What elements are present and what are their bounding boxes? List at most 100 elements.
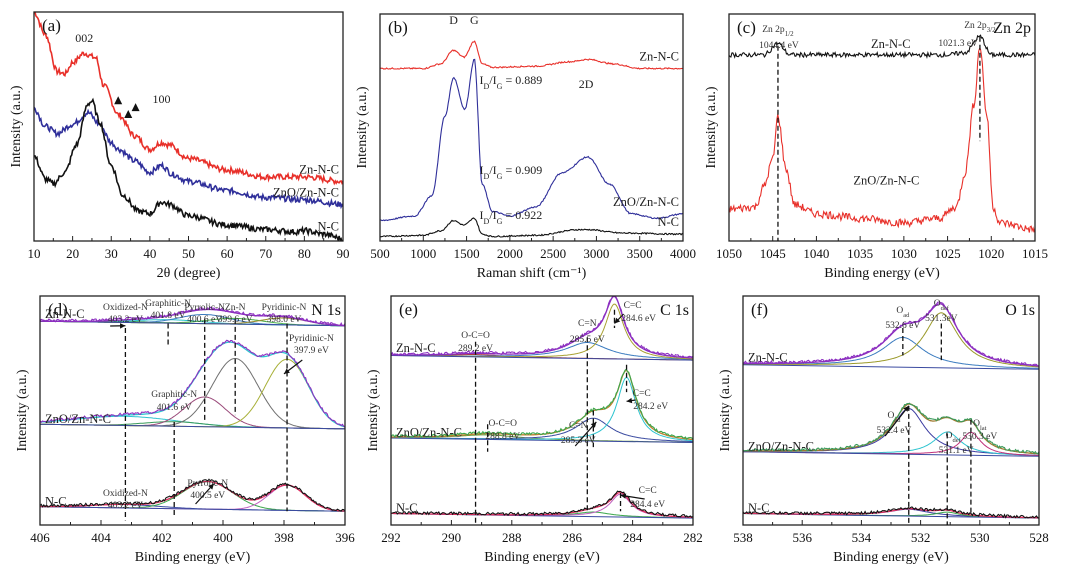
peak-energy-label: 403.2 eV	[108, 315, 143, 325]
ratio-label: ID/IG = 0.922	[480, 208, 543, 226]
arrow-head	[120, 323, 126, 329]
peak-energy-label: 288.8 eV	[485, 432, 520, 442]
x-tick-label: 60	[221, 246, 234, 261]
peak-label: Olat	[973, 419, 987, 432]
arrow-head	[903, 405, 909, 412]
x-tick-label: 1500	[454, 246, 480, 261]
peak-energy-label: 532.4 eV	[877, 426, 912, 436]
plot-area-a	[34, 12, 343, 241]
peak-label: D	[449, 13, 458, 27]
series-label: ZnO/Zn-N-C	[45, 412, 111, 426]
x-tick-label: 528	[1029, 530, 1049, 545]
x-axis-title: Binding energy (eV)	[135, 550, 251, 565]
arrow-head	[620, 493, 627, 499]
peak-label: G	[470, 13, 479, 27]
series-label: Zn-N-C	[871, 37, 911, 51]
x-tick-label: 50	[182, 246, 195, 261]
panel-label: (b)	[388, 18, 408, 37]
series-line-zn-n-c	[729, 34, 1035, 60]
series-label: ZnO/Zn-N-C	[396, 426, 462, 440]
x-tick-label: 1030	[891, 246, 917, 261]
peak-label: C=N	[569, 421, 588, 431]
plot-frame	[33, 11, 344, 242]
panel-label: (f)	[751, 300, 768, 319]
x-axis-title: Binding energy (eV)	[824, 266, 940, 281]
arrow-head	[208, 483, 214, 490]
peak-energy-label: 397.9 eV	[294, 346, 329, 356]
peak-label: Pyridinic-N	[289, 334, 334, 344]
peak-label: Odef	[934, 299, 950, 312]
x-tick-label: 536	[792, 530, 812, 545]
peak-label: Graphitic-N	[151, 390, 197, 400]
peak-label: Pyrrolic-N	[187, 479, 228, 489]
arrow-head	[626, 397, 633, 404]
peak-label: 002	[75, 31, 93, 45]
series-line-n-c	[380, 217, 683, 238]
panel-d: 406 404 402 400 398 396 Binding energy (eV) Int…	[15, 295, 355, 565]
background-line	[743, 451, 1039, 457]
peak-energy-label: 285.5 eV	[570, 335, 605, 345]
panel-title: N 1s	[311, 302, 341, 319]
peak-energy-label: 401.6 eV	[157, 403, 192, 413]
peak-energy-label: 284.2 eV	[633, 402, 668, 412]
y-axis-title: Intensity (a.u.)	[355, 86, 370, 168]
y-axis-title: Intensity (a.u.)	[704, 86, 719, 168]
peak-label: Zn 2p3/2	[964, 21, 996, 34]
plot-area-e	[391, 296, 693, 519]
raw-spectrum	[40, 306, 345, 327]
peak-label: Zn-N	[225, 303, 246, 313]
x-tick-label: 538	[733, 530, 753, 545]
x-tick-label: 2000	[497, 246, 523, 261]
peak-energy-label: 289.2 eV	[458, 344, 493, 354]
series-line-zno-zn-n-c	[380, 58, 683, 222]
raw-spectrum	[391, 368, 693, 441]
x-tick-label: 402	[152, 530, 172, 545]
peak-energy-label: 1044.4 eV	[759, 41, 799, 51]
peak-label: Graphitic-N	[145, 299, 191, 309]
series-label: Zn-N-C	[396, 341, 436, 355]
panel-a: 10 20 30 40 50 60 70 80 90 2θ (degree) Intensity (…	[9, 11, 350, 281]
series-label: N-C	[396, 501, 418, 515]
triangle-marker	[131, 103, 140, 112]
plot-area-f	[743, 301, 1039, 519]
x-tick-label: 290	[442, 530, 462, 545]
x-tick-label: 1000	[410, 246, 436, 261]
x-axis-title: Binding energy (eV)	[833, 550, 949, 565]
x-tick-label: 20	[66, 246, 79, 261]
peak-label: Zn 2p1/2	[762, 25, 794, 38]
peak-energy-label: 531.3eV	[925, 314, 958, 324]
panel-title: C 1s	[660, 302, 689, 319]
panel-b: 500 1000 1500 2000 2500 3000 3500 4000 Raman shi…	[355, 13, 696, 281]
series-label: N-C	[748, 501, 770, 515]
x-tick-label: 90	[337, 246, 350, 261]
x-tick-label: 292	[381, 530, 401, 545]
x-tick-label: 10	[28, 246, 41, 261]
raw-spectrum	[743, 301, 1039, 367]
peak-energy-label: 400.6 eV	[187, 315, 222, 325]
x-tick-label: 3000	[583, 246, 609, 261]
x-tick-label: 1020	[978, 246, 1004, 261]
peak-energy-label: 284.4 eV	[630, 500, 665, 510]
arrow-head	[614, 317, 621, 324]
x-tick-label: 4000	[670, 246, 696, 261]
x-tick-label: 1050	[716, 246, 742, 261]
x-tick-label: 400	[213, 530, 233, 545]
raw-spectrum	[40, 478, 345, 512]
background-line	[743, 364, 1039, 370]
x-tick-label: 40	[143, 246, 156, 261]
peak-label: Pyrrolic-N	[184, 303, 225, 313]
x-tick-label: 1015	[1022, 246, 1048, 261]
peak-label: C=C	[633, 389, 651, 399]
x-tick-label: 398	[274, 530, 294, 545]
arrow-head	[590, 421, 597, 428]
x-tick-label: 1040	[803, 246, 829, 261]
panel-label: (e)	[399, 300, 418, 319]
plot-area-b	[380, 40, 683, 238]
ratio-label: ID/IG = 0.889	[480, 73, 543, 91]
peak-label: Oxidized-N	[103, 489, 148, 499]
x-tick-label: 286	[562, 530, 582, 545]
y-axis-title: Intensity (a.u.)	[9, 85, 24, 167]
peak-label: Pyridinic-N	[262, 303, 307, 313]
peak-energy-label: 1021.3 eV	[938, 39, 978, 49]
peak-energy-label: 401.8 eV	[151, 311, 186, 321]
